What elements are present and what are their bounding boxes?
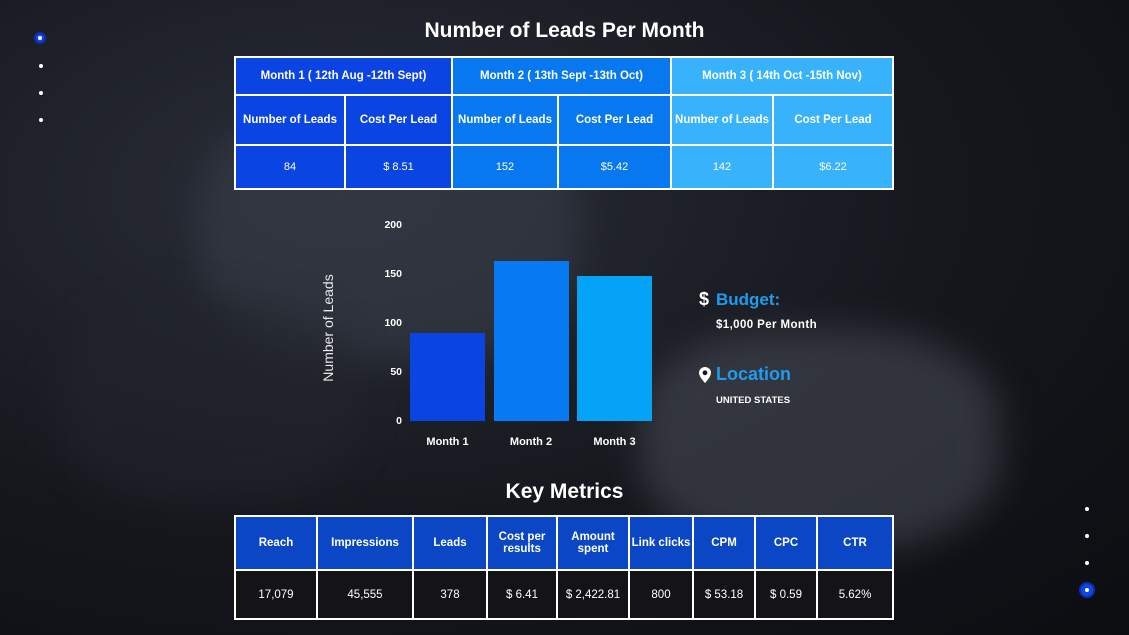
metric-header-link-clicks: Link clicks [628,515,694,571]
month-2-header: Month 2 ( 13th Sept -13th Oct) [451,56,672,96]
metric-value-ctr: 5.62% [816,569,894,620]
month-3-leads-label: Number of Leads [670,94,774,146]
x-tick-label: Month 2 [509,436,553,448]
metric-value-link-clicks: 800 [628,569,694,620]
budget-value: $1,000 Per Month [716,319,817,331]
slide-nav-dot[interactable] [1085,561,1089,565]
metric-value-amount-spent: $ 2,422.81 [556,569,630,620]
metrics-title: Key Metrics [505,480,624,503]
dollar-icon: $ [699,289,710,309]
month-2-cpl: $5.42 [557,144,672,190]
slide-nav-dot[interactable] [39,91,43,95]
metric-header-cost-per-results: Cost per results [486,515,558,571]
slide-nav-dot-active[interactable] [34,32,46,44]
metric-header-impressions: Impressions [316,515,414,571]
slide-nav-dot-active[interactable] [1079,582,1095,598]
y-tick-label: 200 [384,219,402,231]
map-pin-icon [699,367,711,388]
month-1-header: Month 1 ( 12th Aug -12th Sept) [234,56,453,96]
x-tick-label: Month 1 [426,436,469,448]
bar-month-2 [493,261,569,421]
bar-month-3 [577,275,652,421]
key-metrics-table: Reach Impressions Leads Cost per results… [234,515,894,620]
month-1-cpl-label: Cost Per Lead [344,94,453,146]
month-3-cpl-label: Cost Per Lead [772,94,894,146]
month-1-leads: 84 [234,144,346,190]
slide-nav-dot[interactable] [1085,534,1089,538]
budget-label: Budget: [716,290,781,309]
leads-table: Month 1 ( 12th Aug -12th Sept) Month 2 (… [234,56,894,190]
metric-value-cost-per-results: $ 6.41 [486,569,558,620]
metric-header-ctr: CTR [816,515,894,571]
x-tick-label: Month 3 [593,436,636,448]
metric-value-cpc: $ 0.59 [754,569,818,620]
y-tick-label: 150 [384,268,402,280]
month-3-header: Month 3 ( 14th Oct -15th Nov) [670,56,894,96]
month-1-leads-label: Number of Leads [234,94,346,146]
location-value: UNITED STATES [716,395,791,406]
month-1-cpl: $ 8.51 [344,144,453,190]
metric-value-cpm: $ 53.18 [692,569,756,620]
metric-value-reach: 17,079 [234,569,318,620]
metric-value-impressions: 45,555 [316,569,414,620]
location-label: Location [716,364,791,384]
month-2-cpl-label: Cost Per Lead [557,94,672,146]
month-3-leads: 142 [670,144,774,190]
metric-header-leads: Leads [412,515,488,571]
y-tick-label: 0 [396,415,402,427]
metric-header-cpm: CPM [692,515,756,571]
y-tick-label: 100 [384,317,402,329]
metric-header-cpc: CPC [754,515,818,571]
metric-value-leads: 378 [412,569,488,620]
slide-nav-dot[interactable] [39,118,43,122]
leads-title: Number of Leads Per Month [424,19,705,42]
slide-nav-dot[interactable] [39,64,43,68]
month-3-cpl: $6.22 [772,144,894,190]
metric-header-amount-spent: Amount spent [556,515,630,571]
slide-nav-dot[interactable] [1085,507,1089,511]
y-tick-label: 50 [390,366,402,378]
chart-y-axis-label: Number of Leads [320,274,336,382]
bar-month-1 [410,332,485,421]
month-2-leads-label: Number of Leads [451,94,559,146]
leads-bar-chart: Number of Leads 0 50 100 150 200 Month 1 Month… [310,210,680,460]
month-2-leads: 152 [451,144,559,190]
metric-header-reach: Reach [234,515,318,571]
